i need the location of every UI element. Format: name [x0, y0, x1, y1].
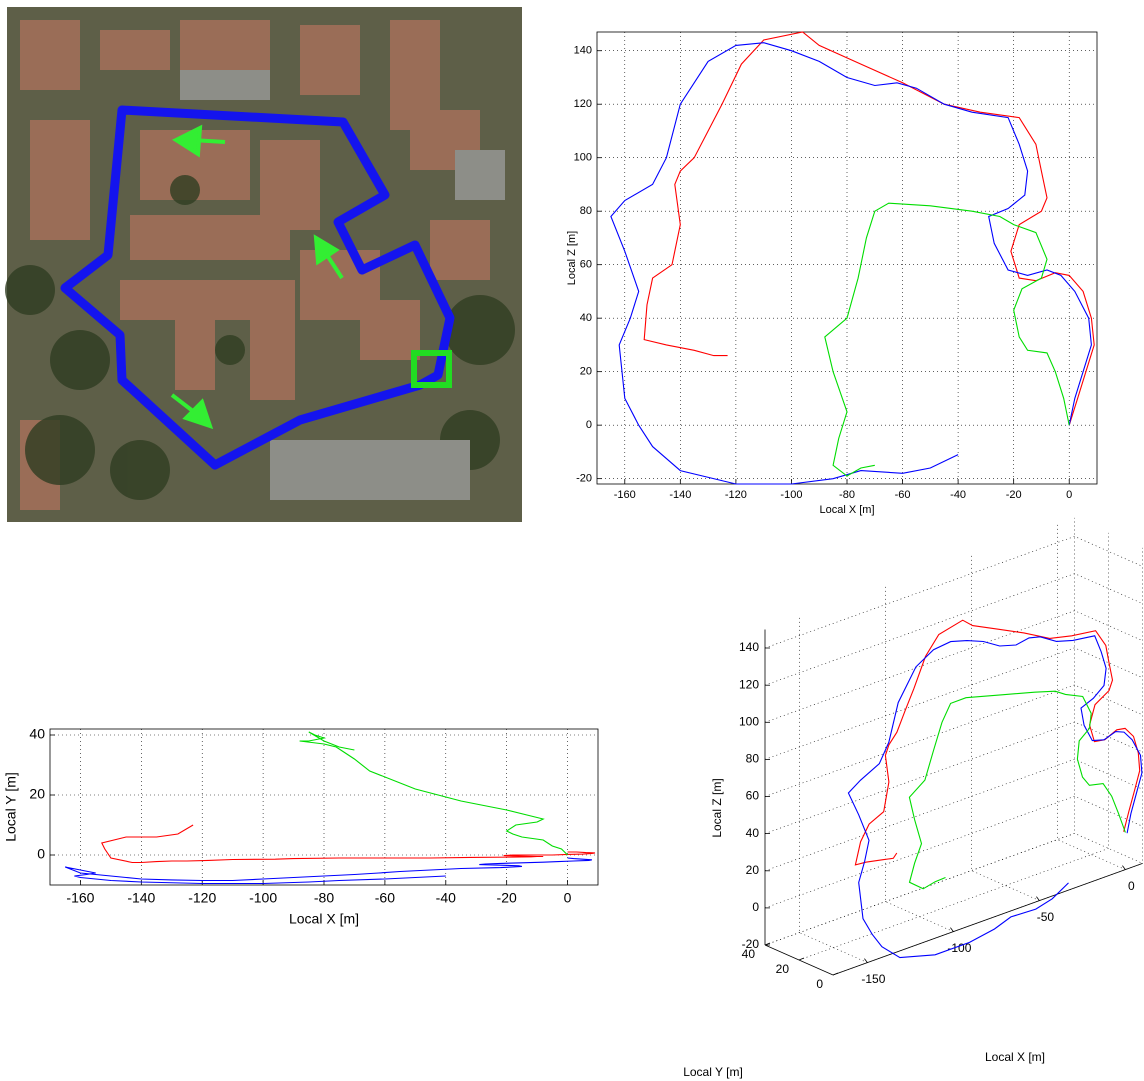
rooftops [20, 20, 490, 510]
z-tick-label: 100 [739, 714, 759, 728]
x-axis-label: Local X [m] [985, 1050, 1045, 1064]
x-tick-label: -140 [127, 890, 155, 906]
y-tick-label: 80 [580, 205, 592, 217]
grid-line [764, 573, 1143, 686]
x-tick-label: 0 [1128, 879, 1135, 893]
grid-line [764, 536, 1143, 649]
y-tick-label: 20 [776, 962, 790, 976]
z-tick-label: 0 [752, 900, 759, 914]
x-tick-label: -160 [614, 489, 636, 501]
z-tick-label: -20 [742, 937, 760, 951]
tick-mark [864, 958, 868, 963]
x-tick-label: -120 [725, 489, 747, 501]
y-tick-label: 40 [29, 726, 45, 742]
trajectory-line [824, 202, 1070, 477]
grid-line [832, 547, 1143, 976]
plot-frame [49, 728, 599, 886]
y-tick-label: 140 [574, 45, 592, 57]
z-tick-label: 40 [746, 826, 760, 840]
grid-line [885, 586, 954, 932]
route-polygon [60, 105, 455, 470]
y-tick-label: -20 [576, 473, 592, 485]
grid-line [971, 555, 1040, 901]
x-axis-label: Local X [m] [289, 911, 359, 927]
x-axis-line [832, 863, 1143, 976]
tick-mark [1122, 865, 1126, 870]
x-tick-label: -100 [249, 890, 277, 906]
trajectory-line [643, 31, 1095, 426]
x-tick-label: -40 [950, 489, 966, 501]
x-tick-label: -140 [669, 489, 691, 501]
plot-frame [596, 31, 1098, 485]
y-tick-label: 0 [816, 977, 823, 991]
tick-mark [950, 927, 954, 932]
trajectory-line [854, 619, 1141, 866]
z-axis-label: Local Z [m] [710, 778, 724, 837]
grid-line [799, 617, 868, 963]
x-tick-label: 0 [1066, 489, 1072, 501]
x-tick-label: -80 [314, 890, 334, 906]
trajectory-line [64, 857, 593, 885]
z-tick-label: 20 [746, 863, 760, 877]
trajectory-line [610, 42, 1092, 485]
x-tick-label: -120 [188, 890, 216, 906]
x-axis-label: Local X [m] [819, 504, 874, 516]
grid-line [1057, 524, 1126, 870]
y-axis-label: Local Z [m] [566, 231, 578, 285]
x-tick-label: 0 [564, 890, 572, 906]
y-tick-label: 40 [742, 947, 756, 961]
y-tick-label: 20 [29, 786, 45, 802]
direction-arrows [170, 124, 344, 430]
x-tick-label: -40 [436, 890, 456, 906]
x-tick-label: -80 [839, 489, 855, 501]
trajectory-line [908, 690, 1126, 890]
x-tick-label: -100 [780, 489, 802, 501]
x-tick-label: -20 [497, 890, 517, 906]
trees [5, 175, 515, 500]
start-marker [411, 350, 452, 388]
trajectory-line [101, 824, 596, 864]
y-tick-label: 0 [37, 846, 45, 862]
x-tick-label: -160 [66, 890, 94, 906]
y-tick-label: 120 [574, 98, 592, 110]
y-axis-label: Local Y [m] [3, 772, 19, 842]
trajectory-line [847, 635, 1143, 959]
y-tick-label: 100 [574, 152, 592, 164]
z-tick-label: 140 [739, 640, 759, 654]
x-tick-label: -150 [861, 972, 885, 986]
y-tick-label: 40 [580, 312, 592, 324]
x-tick-label: -50 [1037, 910, 1055, 924]
y-tick-label: 60 [580, 259, 592, 271]
y-axis-label: Local Y [m] [683, 1065, 743, 1079]
y-tick-label: 0 [586, 419, 592, 431]
tick-mark [764, 942, 771, 946]
tick-mark [798, 957, 805, 961]
trajectory-line [299, 731, 568, 856]
grey-roofs [180, 70, 505, 500]
x-tick-label: -20 [1006, 489, 1022, 501]
y-tick-label: 20 [580, 366, 592, 378]
grid-line [764, 517, 1075, 946]
grid-line [798, 532, 1109, 961]
z-tick-label: 120 [739, 677, 759, 691]
tick-mark [832, 972, 839, 976]
aerial-photo [5, 7, 522, 522]
x-tick-label: -60 [375, 890, 395, 906]
x-tick-label: -60 [895, 489, 911, 501]
tick-mark [1036, 896, 1040, 901]
z-tick-label: 60 [746, 789, 760, 803]
z-tick-label: 80 [746, 752, 760, 766]
